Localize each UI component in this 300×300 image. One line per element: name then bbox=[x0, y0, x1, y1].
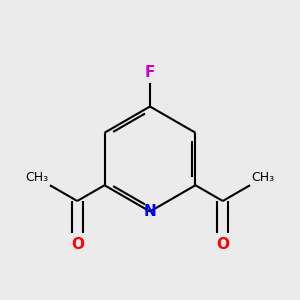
Text: CH₃: CH₃ bbox=[251, 171, 275, 184]
Text: F: F bbox=[145, 65, 155, 80]
Text: O: O bbox=[71, 237, 84, 252]
Text: CH₃: CH₃ bbox=[25, 171, 49, 184]
Text: N: N bbox=[144, 204, 156, 219]
Text: O: O bbox=[216, 237, 229, 252]
